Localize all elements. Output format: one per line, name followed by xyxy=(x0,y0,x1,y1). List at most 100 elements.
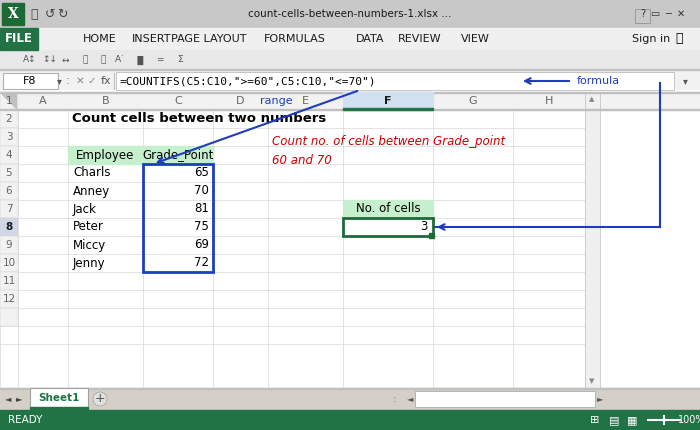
Text: X: X xyxy=(8,7,18,21)
Text: HOME: HOME xyxy=(83,34,117,44)
Text: E: E xyxy=(302,96,309,106)
Bar xyxy=(143,164,213,272)
Bar xyxy=(0,164,18,182)
Bar xyxy=(0,128,18,146)
Bar xyxy=(0,92,18,110)
Polygon shape xyxy=(2,94,16,108)
Bar xyxy=(343,92,433,110)
Bar xyxy=(116,72,674,90)
Bar xyxy=(0,0,700,28)
Bar xyxy=(0,110,18,128)
Text: 9: 9 xyxy=(6,240,13,250)
Bar xyxy=(0,388,700,389)
Text: Σ: Σ xyxy=(177,55,183,64)
Text: ►: ► xyxy=(15,394,22,403)
Text: =: = xyxy=(156,55,164,64)
Text: Sheet1: Sheet1 xyxy=(38,393,80,403)
Text: Jack: Jack xyxy=(73,203,97,215)
Bar xyxy=(343,218,433,236)
Text: FILE: FILE xyxy=(5,33,33,46)
Text: DATA: DATA xyxy=(356,34,384,44)
Bar xyxy=(0,218,18,236)
Bar xyxy=(30,388,88,409)
Text: 6: 6 xyxy=(6,186,13,196)
Text: A↕: A↕ xyxy=(23,55,37,64)
Text: 100%: 100% xyxy=(678,415,700,425)
Text: ▦: ▦ xyxy=(626,415,637,425)
Text: ↻: ↻ xyxy=(57,7,67,21)
Text: ⊞: ⊞ xyxy=(590,415,600,425)
Text: ▲: ▲ xyxy=(589,96,595,102)
Text: formula: formula xyxy=(577,76,620,86)
Text: Employee: Employee xyxy=(76,148,134,162)
Text: range: range xyxy=(260,96,293,106)
Bar xyxy=(0,28,700,50)
Bar xyxy=(2,3,24,25)
Text: No. of cells: No. of cells xyxy=(356,203,420,215)
Text: ✕: ✕ xyxy=(76,76,85,86)
Text: INSERT: INSERT xyxy=(132,34,172,44)
Text: :: : xyxy=(393,394,397,404)
Text: C: C xyxy=(174,96,182,106)
Bar xyxy=(0,200,18,218)
Text: +: + xyxy=(94,393,105,405)
Text: READY: READY xyxy=(8,415,43,425)
Bar xyxy=(0,272,18,290)
Bar xyxy=(0,410,700,430)
Text: 72: 72 xyxy=(194,257,209,270)
Text: FORMULAS: FORMULAS xyxy=(264,34,326,44)
Bar xyxy=(143,146,213,164)
Text: 10: 10 xyxy=(2,258,15,268)
Text: PAGE LAYOUT: PAGE LAYOUT xyxy=(172,34,246,44)
Text: A: A xyxy=(39,96,47,106)
Circle shape xyxy=(93,392,107,406)
Text: 75: 75 xyxy=(194,221,209,233)
Text: 👤: 👤 xyxy=(676,33,682,46)
Text: ⬜: ⬜ xyxy=(83,55,88,64)
Text: ▤: ▤ xyxy=(609,415,620,425)
Text: 81: 81 xyxy=(194,203,209,215)
Bar xyxy=(0,90,700,91)
Text: ►: ► xyxy=(596,394,603,403)
Bar xyxy=(0,92,18,110)
Text: 4: 4 xyxy=(6,150,13,160)
Bar xyxy=(0,109,700,110)
Text: 7: 7 xyxy=(6,204,13,214)
Text: H: H xyxy=(545,96,553,106)
Bar xyxy=(0,254,18,272)
Text: Count cells between two numbers: Count cells between two numbers xyxy=(72,113,326,126)
Text: =COUNTIFS(C5:C10,">=60",C5:C10,"<=70"): =COUNTIFS(C5:C10,">=60",C5:C10,"<=70") xyxy=(120,76,377,86)
Text: ✓: ✓ xyxy=(88,76,97,86)
Bar xyxy=(343,200,433,218)
Text: 11: 11 xyxy=(2,276,15,286)
Bar xyxy=(0,28,38,50)
Bar xyxy=(0,70,700,92)
Text: Jenny: Jenny xyxy=(73,257,106,270)
Text: ─: ─ xyxy=(665,9,671,19)
Text: D: D xyxy=(237,96,245,106)
Text: VIEW: VIEW xyxy=(461,34,489,44)
Bar xyxy=(585,92,600,388)
Bar xyxy=(0,91,700,92)
Text: ↕↓: ↕↓ xyxy=(43,55,57,64)
Text: Grade_Point: Grade_Point xyxy=(142,148,214,162)
Text: ▾: ▾ xyxy=(57,76,62,86)
Text: ↔: ↔ xyxy=(62,55,69,64)
Text: 70: 70 xyxy=(194,184,209,197)
Bar xyxy=(0,290,18,308)
Bar xyxy=(30,407,88,409)
Bar xyxy=(343,218,433,236)
Text: G: G xyxy=(469,96,477,106)
Text: Peter: Peter xyxy=(73,221,104,233)
Text: REVIEW: REVIEW xyxy=(398,34,442,44)
Text: ⬜: ⬜ xyxy=(100,55,106,64)
Bar xyxy=(68,146,143,164)
Bar xyxy=(0,92,700,93)
Text: 5: 5 xyxy=(6,168,13,178)
Text: 65: 65 xyxy=(194,166,209,179)
Text: 12: 12 xyxy=(2,294,15,304)
Text: F8: F8 xyxy=(23,76,36,86)
Bar xyxy=(0,92,700,388)
Bar xyxy=(0,308,18,326)
Text: ?: ? xyxy=(640,9,645,19)
